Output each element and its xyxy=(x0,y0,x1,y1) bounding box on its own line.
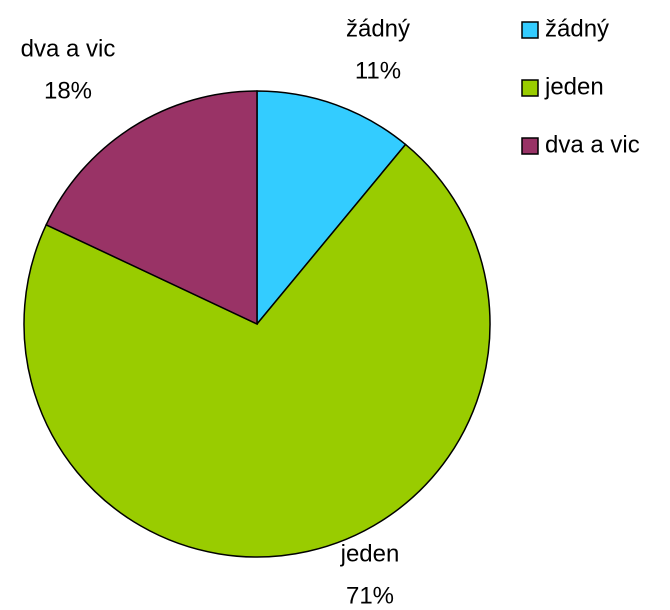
pie-slice xyxy=(23,143,491,558)
slice-category-label: jeden xyxy=(340,540,400,567)
pie-slice xyxy=(45,90,258,326)
legend-label: žádný xyxy=(545,15,609,42)
slice-category-label: žádný xyxy=(346,15,410,42)
slice-category-label: dva a vic xyxy=(21,35,116,62)
legend-swatch xyxy=(521,79,539,97)
pie-slice xyxy=(256,90,407,327)
slice-value-label: 71% xyxy=(346,582,394,609)
legend-label: dva a vic xyxy=(545,131,640,158)
legend-swatch xyxy=(521,137,539,155)
legend-label: jeden xyxy=(544,73,604,100)
slice-value-label: 18% xyxy=(44,77,92,104)
slice-value-label: 11% xyxy=(355,57,401,84)
legend-swatch xyxy=(521,21,539,39)
